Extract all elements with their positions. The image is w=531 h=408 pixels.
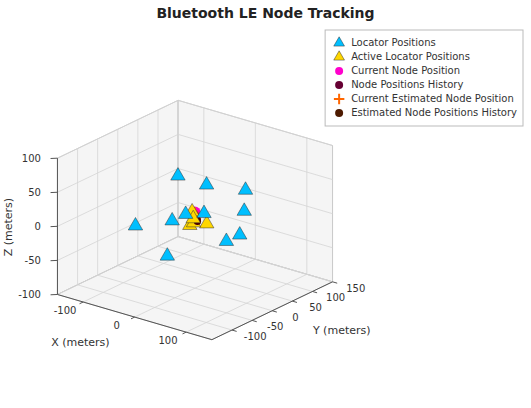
legend-marker: [335, 67, 343, 75]
point: [178, 206, 192, 218]
legend-item: Locator Positions: [334, 37, 436, 48]
legend-label: Node Positions History: [351, 79, 463, 90]
panes: [57, 100, 332, 339]
grid-line: [178, 203, 332, 248]
tick: [312, 291, 317, 292]
tick: [51, 260, 58, 261]
point-group: [160, 248, 174, 260]
tick: [333, 282, 338, 283]
title: Bluetooth LE Node Tracking: [156, 5, 374, 21]
tick-label: 150: [346, 283, 365, 294]
plot-area: [128, 168, 252, 261]
legend-item: Estimated Node Positions History: [335, 107, 517, 118]
y-axis-title: Y (meters): [312, 324, 371, 337]
grid-line: [178, 168, 332, 213]
tick: [252, 320, 257, 321]
grid-line: [57, 134, 178, 192]
x-axis-title: X (meters): [51, 336, 109, 349]
legend-marker: [334, 94, 344, 104]
tick-label: -50: [25, 255, 41, 266]
tick-label: 100: [326, 292, 345, 303]
grid-line: [178, 134, 332, 179]
point: [171, 168, 185, 180]
tick: [131, 317, 135, 319]
tick-label: -100: [18, 289, 41, 300]
legend-item: Current Estimated Node Position: [334, 93, 514, 104]
point-group: [128, 218, 142, 230]
point-group: [199, 177, 213, 189]
grid-line: [57, 237, 178, 295]
point-group: [238, 182, 252, 194]
legend-item: Node Positions History: [335, 79, 463, 90]
tick-label: 100: [159, 335, 178, 346]
tick: [80, 302, 84, 304]
legend-marker: [334, 51, 345, 60]
grid-line: [57, 168, 178, 226]
tick-label: 50: [309, 302, 322, 313]
legend-label: Locator Positions: [351, 37, 436, 48]
point-group: [165, 212, 179, 224]
point-group: [233, 227, 247, 239]
point-group: [237, 203, 251, 215]
tick-label: -50: [267, 321, 283, 332]
legend: Locator Positions Active Locator Position…: [325, 30, 523, 126]
tick: [272, 311, 277, 312]
legend-marker: [335, 109, 343, 117]
tick: [232, 330, 237, 331]
axes: -1000100-100-50050100150-100-50050100X (…: [2, 153, 371, 349]
tick-label: 50: [28, 187, 41, 198]
legend-marker: [334, 37, 345, 46]
tick-label: -100: [54, 305, 77, 316]
grid-line: [57, 203, 178, 261]
point: [219, 233, 233, 245]
grid-line: [178, 237, 332, 282]
x-axis-line: [57, 294, 211, 339]
tick-label: 0: [113, 320, 119, 331]
tick: [183, 332, 187, 334]
z-axis-title: Z (meters): [2, 198, 15, 256]
point-group: [197, 205, 211, 217]
point: [165, 212, 179, 224]
tick: [51, 226, 58, 227]
legend-label: Current Estimated Node Position: [351, 93, 514, 104]
point: [233, 227, 247, 239]
point: [238, 182, 252, 194]
tick: [51, 294, 58, 295]
grid-line: [178, 100, 332, 145]
point: [237, 203, 251, 215]
legend-item: Current Node Position: [335, 65, 460, 76]
point-group: [219, 233, 233, 245]
point: [128, 218, 142, 230]
legend-item: Active Locator Positions: [334, 51, 470, 62]
grid: [57, 100, 332, 332]
legend-label: Current Node Position: [351, 65, 460, 76]
legend-box: [325, 30, 523, 126]
tick: [51, 158, 58, 159]
tick: [292, 301, 297, 302]
tick-label: 0: [292, 312, 298, 323]
legend-label: Active Locator Positions: [351, 51, 470, 62]
tick-label: 100: [22, 153, 41, 164]
grid-line: [57, 100, 178, 158]
point: [199, 177, 213, 189]
legend-marker: [335, 81, 343, 89]
grid-line: [178, 237, 332, 282]
point: [160, 248, 174, 260]
point: [197, 205, 211, 217]
tick-label: 0: [35, 221, 41, 232]
tick: [51, 192, 58, 193]
point-group: [178, 206, 192, 218]
chart: -1000100-100-50050100150-100-50050100X (…: [0, 0, 531, 408]
tick-label: -100: [244, 331, 267, 342]
point-group: [171, 168, 185, 180]
legend-label: Estimated Node Positions History: [351, 107, 517, 118]
pane: [57, 237, 332, 340]
